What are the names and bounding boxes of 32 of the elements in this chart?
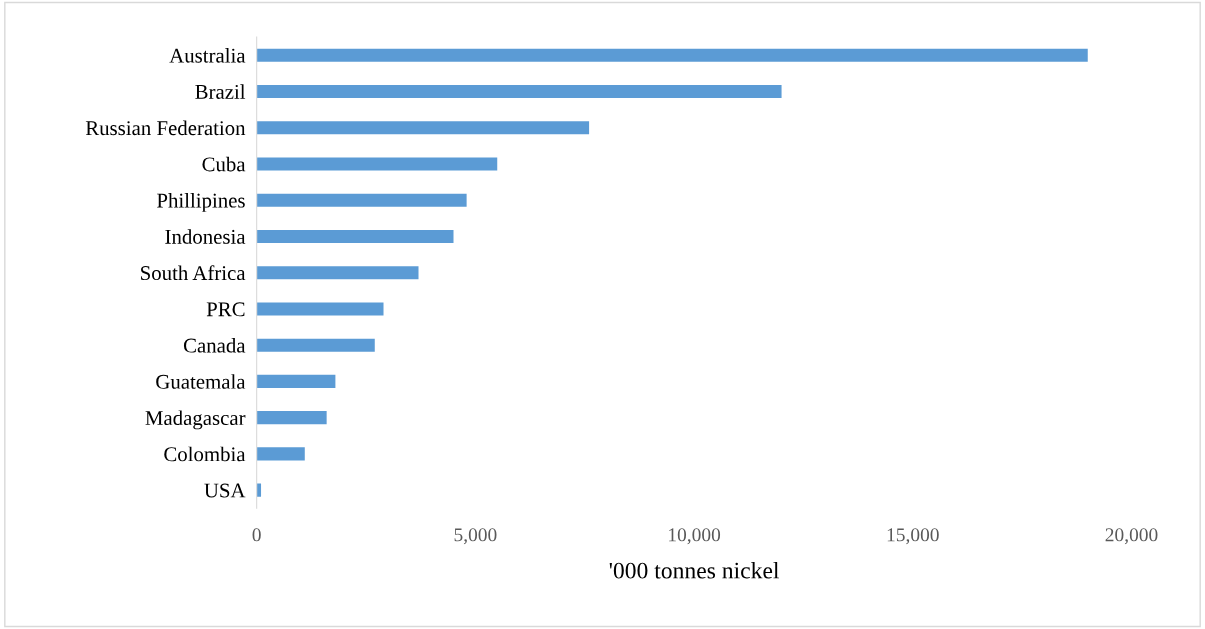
bar	[256, 447, 305, 461]
x-tick-label: 5,000	[454, 528, 497, 545]
x-tick-label: 10,000	[669, 528, 721, 545]
y-tick-label: Madagascar	[145, 410, 246, 430]
y-tick-label: Russian Federation	[85, 120, 246, 136]
bar	[256, 84, 782, 98]
bar	[256, 193, 467, 207]
bar	[256, 121, 590, 135]
y-tick-label: Canada	[183, 337, 246, 353]
y-tick-label: Australia	[169, 48, 246, 63]
bar	[256, 483, 262, 497]
bar	[256, 229, 454, 243]
bar	[256, 266, 419, 280]
y-tick-label: Cuba	[202, 156, 246, 172]
y-tick-label: PRC	[206, 302, 245, 317]
x-tick-label: 15,000	[887, 528, 939, 545]
bar	[256, 157, 498, 171]
y-tick-label: Guatemala	[156, 374, 246, 389]
x-tick-label: 0	[252, 528, 261, 542]
y-tick-label: Brazil	[195, 84, 246, 99]
y-tick-label: USA	[204, 483, 246, 498]
x-axis-title: '000 tonnes nickel	[609, 561, 780, 579]
y-tick-label: Phillipines	[157, 192, 245, 212]
y-tick-label: Colombia	[164, 446, 246, 462]
bar	[256, 302, 384, 316]
bar	[256, 411, 327, 425]
x-tick-label: 20,000	[1105, 528, 1158, 545]
bar	[256, 338, 375, 352]
y-tick-label: Indonesia	[165, 229, 246, 244]
bar	[256, 374, 336, 388]
y-tick-label: South Africa	[141, 265, 246, 281]
bar	[256, 48, 1088, 62]
